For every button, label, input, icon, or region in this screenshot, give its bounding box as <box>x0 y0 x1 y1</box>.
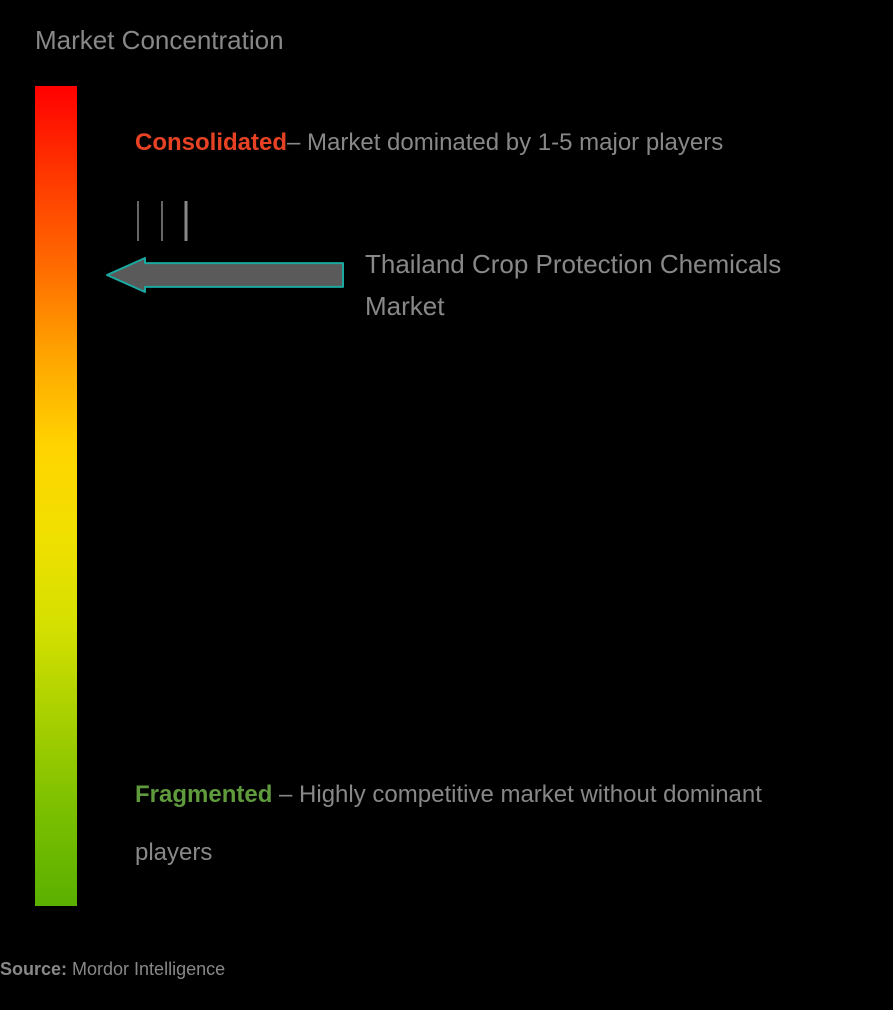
gradient-bar <box>35 86 77 906</box>
arrow-indicator <box>105 256 345 294</box>
source-attribution: Source: Mordor Intelligence <box>0 959 225 980</box>
arrow-icon <box>105 256 345 294</box>
infographic-container: Market Concentration Con <box>0 0 893 1010</box>
source-label: Source: <box>0 959 67 979</box>
fragmented-bold: Fragmented <box>135 781 272 808</box>
player-tick-marks <box>135 201 215 251</box>
consolidated-bold: Consolidated <box>135 129 287 156</box>
fragmented-label: Fragmented – Highly competitive market w… <box>135 766 835 881</box>
consolidated-label: Consolidated– Market dominated by 1-5 ma… <box>135 114 835 172</box>
page-title: Market Concentration <box>35 25 858 56</box>
consolidated-rest: – Market dominated by 1-5 major players <box>287 129 723 156</box>
market-name-label: Thailand Crop Protection Chemicals Marke… <box>365 244 785 327</box>
source-value: Mordor Intelligence <box>67 959 225 979</box>
chart-area: Consolidated– Market dominated by 1-5 ma… <box>35 86 858 906</box>
